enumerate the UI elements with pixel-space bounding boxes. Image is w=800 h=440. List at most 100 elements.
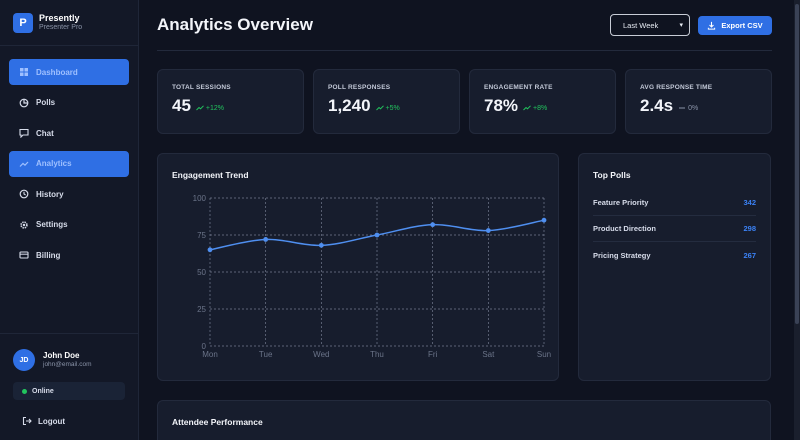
x-tick-label: Thu	[370, 350, 384, 359]
list-item[interactable]: Pricing Strategy 267	[593, 242, 756, 268]
chart-title: Engagement Trend	[172, 170, 249, 180]
data-point	[263, 237, 269, 242]
period-select-value: Last Week	[623, 20, 659, 30]
brand-name: Presently	[39, 12, 80, 23]
status-dot-icon	[22, 388, 27, 394]
data-point	[430, 222, 436, 228]
sidebar-item-label: Polls	[36, 98, 56, 107]
top-polls-card: Top Polls Feature Priority 342 Product D…	[578, 153, 771, 381]
sidebar-item-label: Chat	[36, 128, 54, 138]
brand[interactable]: P Presently Presenter Pro	[0, 0, 138, 46]
main-content: Analytics Overview Last Week ▾ Export CS…	[139, 0, 800, 440]
user-panel: JD John Doe john@email.com Online Logout	[0, 333, 138, 426]
data-point	[318, 242, 324, 248]
x-tick-label: Sun	[537, 350, 551, 359]
stat-delta-text: +8%	[533, 104, 548, 112]
poll-name: Product Direction	[593, 224, 656, 233]
data-point	[374, 232, 380, 238]
stat-value: 78%	[484, 96, 519, 115]
stat-label: AVG RESPONSE TIME	[640, 84, 713, 91]
stat-card-total-sessions: TOTAL SESSIONS 45 +12%	[157, 69, 304, 134]
data-point	[485, 228, 491, 233]
chat-bubble-icon	[19, 128, 29, 138]
trend-up-icon	[523, 105, 531, 111]
stat-delta-text: +12%	[205, 104, 225, 112]
brand-subtitle: Presenter Pro	[39, 23, 83, 31]
status-label: Online	[32, 387, 54, 395]
poll-name: Feature Priority	[593, 198, 649, 207]
data-point	[207, 247, 213, 253]
engagement-trend-chart: 0 25 50 75 100 Mon Tue Wed Thu Fri Sat Sun	[193, 194, 551, 359]
x-tick-label: Mon	[202, 350, 218, 359]
export-csv-button[interactable]: Export CSV	[698, 15, 772, 35]
top-polls-title: Top Polls	[593, 170, 631, 180]
logout-label: Logout	[38, 416, 66, 426]
stat-card-poll-responses: POLL RESPONSES 1,240 +5%	[313, 69, 460, 134]
sidebar-item-analytics[interactable]: Analytics	[9, 150, 129, 177]
sidebar-item-label: History	[36, 189, 64, 199]
stat-delta: +12%	[196, 105, 224, 112]
sidebar-item-label: Settings	[36, 220, 68, 229]
logout-button[interactable]: Logout	[13, 416, 125, 426]
poll-count: 298	[743, 224, 756, 233]
card-icon	[19, 250, 29, 260]
y-tick-label: 0	[202, 342, 207, 351]
pie-chart-icon	[19, 98, 29, 108]
list-item[interactable]: Feature Priority 342	[593, 190, 756, 216]
y-tick-label: 25	[197, 305, 206, 314]
stat-value: 45	[172, 96, 191, 115]
engagement-trend-card: Engagement Trend 0 25 50 75 100 Mon Tue Wed Thu F…	[157, 153, 559, 381]
history-icon	[19, 189, 29, 199]
poll-count: 267	[743, 250, 756, 260]
trend-up-icon	[375, 105, 384, 111]
trend-icon	[19, 159, 29, 169]
poll-name: Pricing Strategy	[593, 250, 651, 260]
page-header: Analytics Overview Last Week ▾ Export CS…	[157, 0, 772, 51]
x-tick-label: Fri	[428, 350, 438, 359]
scrollbar-thumb[interactable]	[795, 4, 799, 324]
download-icon	[708, 21, 716, 30]
stat-value: 1,240	[328, 96, 371, 115]
user-profile[interactable]: JD John Doe john@email.com	[13, 349, 125, 371]
sidebar-nav: Dashboard Polls Chat Analytics	[0, 46, 138, 268]
grid-icon	[19, 67, 29, 77]
middle-row: Engagement Trend 0 25 50 75 100 Mon Tue Wed Thu F…	[157, 153, 772, 381]
list-item[interactable]: Product Direction 298	[593, 216, 756, 242]
x-tick-label: Wed	[313, 350, 329, 359]
attendee-performance-card: Attendee Performance	[157, 400, 771, 440]
gear-icon	[19, 220, 29, 230]
stat-value: 2.4s	[640, 96, 674, 115]
y-tick-label: 75	[197, 231, 206, 240]
x-tick-label: Sat	[482, 350, 495, 359]
status-badge[interactable]: Online	[13, 382, 125, 400]
sidebar-item-dashboard[interactable]: Dashboard	[9, 59, 129, 85]
sidebar-item-label: Dashboard	[36, 67, 78, 77]
export-label: Export CSV	[721, 20, 763, 30]
stat-label: ENGAGEMENT RATE	[484, 84, 553, 91]
logout-icon	[22, 416, 32, 426]
sidebar-item-chat[interactable]: Chat	[9, 120, 129, 146]
stat-delta: +8%	[523, 105, 547, 112]
stat-delta-text: +5%	[385, 104, 400, 112]
sidebar-item-history[interactable]: History	[9, 181, 129, 207]
stat-label: POLL RESPONSES	[328, 84, 391, 91]
sidebar-item-polls[interactable]: Polls	[9, 90, 129, 116]
trend-up-icon	[196, 105, 204, 111]
user-name: John Doe	[43, 350, 80, 360]
brand-logo: P	[13, 12, 33, 33]
page-title: Analytics Overview	[157, 15, 313, 34]
y-tick-label: 50	[197, 268, 206, 277]
sidebar-item-settings[interactable]: Settings	[9, 212, 129, 238]
stats-row: TOTAL SESSIONS 45 +12% POLL RESPONSES 1,…	[157, 69, 772, 134]
trend-flat-icon	[679, 107, 686, 109]
period-select[interactable]: Last Week ▾	[610, 14, 690, 36]
scrollbar[interactable]	[794, 0, 800, 440]
stat-label: TOTAL SESSIONS	[172, 84, 231, 91]
sidebar-item-billing[interactable]: Billing	[9, 242, 129, 268]
stat-delta: 0%	[678, 105, 698, 112]
sidebar-item-label: Analytics	[36, 159, 72, 168]
sidebar: P Presently Presenter Pro Dashboard Poll…	[0, 0, 139, 440]
attendee-performance-title: Attendee Performance	[172, 417, 263, 427]
poll-count: 342	[743, 198, 756, 207]
